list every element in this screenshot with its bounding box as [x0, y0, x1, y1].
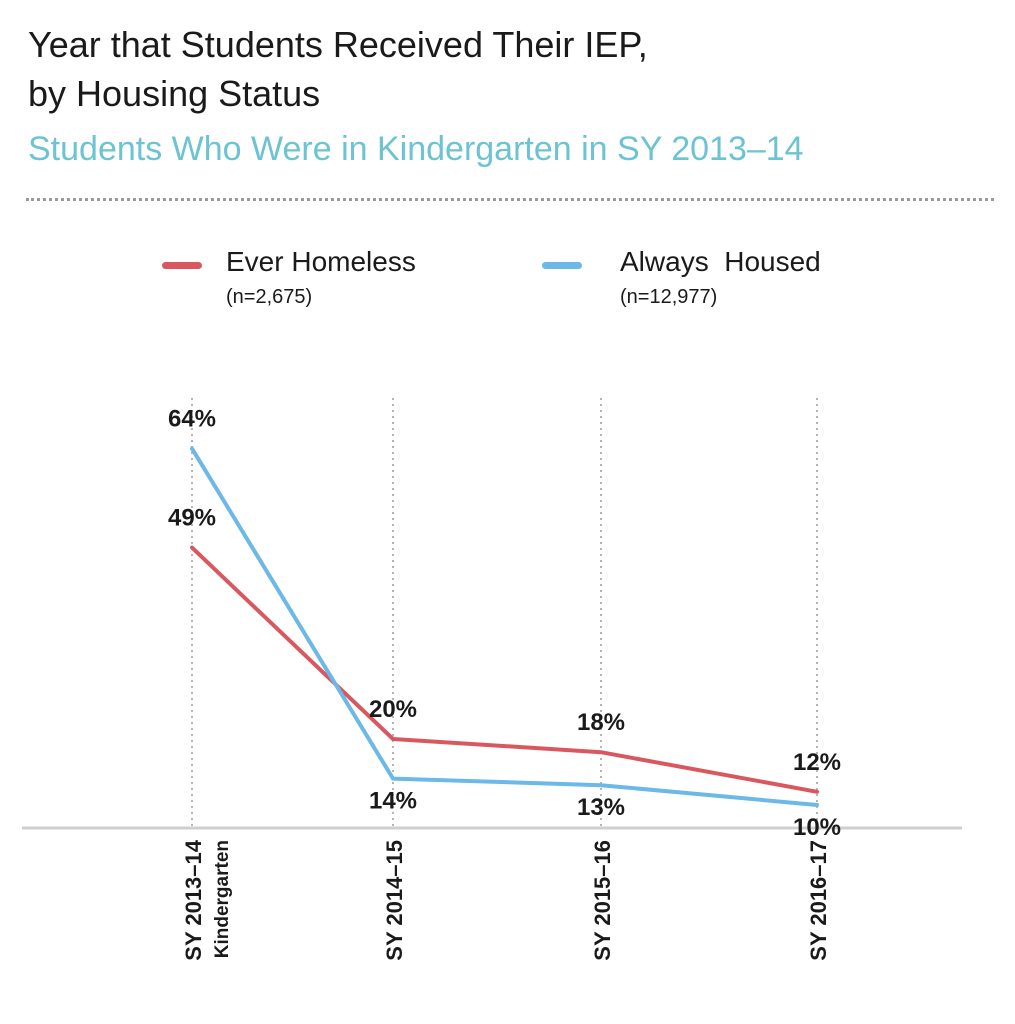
x-tick-label-2: SY 2014–15	[382, 840, 407, 961]
x-tick-label-3: SY 2015–16	[590, 840, 615, 961]
legend-label-ever-homeless: Ever Homeless	[226, 246, 416, 277]
x-tick-label-1: SY 2013–14	[181, 839, 206, 960]
data-label-always-housed-3: 13%	[577, 794, 625, 821]
x-tick-label-4: SY 2016–17	[806, 840, 831, 961]
chart-subtitle: Students Who Were in Kindergarten in SY …	[28, 130, 804, 168]
data-label-always-housed-2: 14%	[369, 788, 417, 815]
series-line-ever-homeless	[190, 545, 819, 794]
x-tick-sublabel-1: Kindergarten	[212, 840, 233, 958]
legend-swatch-always-housed	[542, 262, 582, 269]
legend-swatch-ever-homeless	[162, 262, 202, 269]
chart-title-line2: by Housing Status	[28, 73, 321, 114]
title-divider	[26, 198, 994, 201]
legend-n-always-housed: (n=12,977)	[620, 286, 718, 308]
data-label-always-housed-1: 64%	[168, 406, 216, 433]
data-label-ever-homeless-4: 12%	[793, 749, 841, 776]
data-label-ever-homeless-2: 20%	[369, 696, 417, 723]
data-label-always-housed-4: 10%	[793, 814, 841, 841]
legend-label-always-housed: Always Housed	[620, 246, 821, 277]
chart-title-line1: Year that Students Received Their IEP,	[28, 24, 648, 65]
data-label-ever-homeless-3: 18%	[577, 709, 625, 736]
legend-n-ever-homeless: (n=2,675)	[226, 286, 313, 308]
series-line-always-housed	[190, 446, 819, 807]
chart-title: Year that Students Received Their IEP, b…	[28, 20, 648, 118]
data-label-ever-homeless-1: 49%	[168, 505, 216, 532]
